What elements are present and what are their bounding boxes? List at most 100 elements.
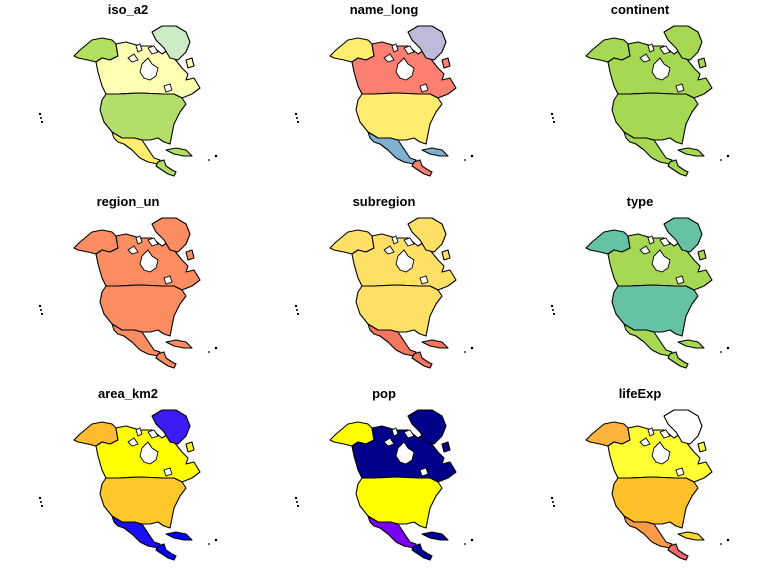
- region-usa: [99, 476, 187, 529]
- region-greenland: [407, 409, 447, 445]
- lake-hole5: [419, 467, 429, 477]
- region-greenland: [407, 217, 447, 253]
- region-cuba: [677, 147, 705, 157]
- region-greenland: [151, 409, 191, 445]
- island-speck: [726, 346, 730, 350]
- region-alaska: [585, 37, 631, 63]
- panel-title: pop: [372, 386, 396, 401]
- lake-hole5: [163, 467, 173, 477]
- lake-hole4: [647, 427, 655, 437]
- island-speck: [550, 112, 554, 116]
- region-greenland: [663, 409, 703, 445]
- map-svg: [38, 25, 218, 177]
- lake-hole5: [675, 467, 685, 477]
- lake-hole4: [135, 235, 143, 245]
- lake-hole5: [163, 275, 173, 285]
- island-speck: [40, 504, 44, 508]
- island-speck: [208, 159, 210, 161]
- island-speck: [38, 304, 42, 308]
- region-usa: [355, 476, 443, 529]
- region-cuba: [421, 531, 449, 541]
- map-panel-area-km2: area_km2: [0, 384, 256, 576]
- region-island: [185, 441, 195, 453]
- map-panel-iso-a2: iso_a2: [0, 0, 256, 192]
- island-speck: [40, 117, 42, 119]
- island-speck: [720, 159, 722, 161]
- lake-hole4: [647, 43, 655, 53]
- region-central: [667, 543, 689, 561]
- island-speck: [552, 504, 556, 508]
- region-island: [697, 249, 707, 261]
- region-cuba: [677, 339, 705, 349]
- island-speck: [552, 309, 554, 311]
- region-usa: [611, 284, 699, 337]
- island-speck: [552, 501, 554, 503]
- island-speck: [208, 351, 210, 353]
- map-svg: [38, 409, 218, 561]
- island-speck: [214, 346, 218, 350]
- lake-hole2: [127, 53, 139, 63]
- island-speck: [470, 346, 474, 350]
- island-speck: [464, 159, 466, 161]
- island-speck: [40, 312, 44, 316]
- region-greenland: [663, 217, 703, 253]
- lake-hole4: [135, 43, 143, 53]
- region-usa: [611, 476, 699, 529]
- lake-hole3: [659, 237, 671, 247]
- region-greenland: [663, 25, 703, 61]
- lake-hole5: [675, 275, 685, 285]
- lake-hole3: [659, 429, 671, 439]
- island-speck: [40, 501, 42, 503]
- lake-hole1: [139, 57, 159, 81]
- island-speck: [552, 120, 556, 124]
- map-panel-lifeexp: lifeExp: [512, 384, 768, 576]
- map-svg: [38, 217, 218, 369]
- region-usa: [99, 284, 187, 337]
- region-cuba: [165, 531, 193, 541]
- island-speck: [296, 501, 298, 503]
- map-svg: [550, 25, 730, 177]
- island-speck: [214, 538, 218, 542]
- region-central: [155, 351, 177, 369]
- island-speck: [720, 351, 722, 353]
- region-island: [697, 441, 707, 453]
- island-speck: [208, 543, 210, 545]
- region-central: [667, 351, 689, 369]
- region-cuba: [165, 147, 193, 157]
- region-central: [667, 159, 689, 177]
- island-speck: [470, 154, 474, 158]
- island-speck: [296, 120, 300, 124]
- region-alaska: [73, 229, 119, 255]
- region-central: [155, 543, 177, 561]
- island-speck: [726, 538, 730, 542]
- region-usa: [611, 92, 699, 145]
- lake-hole1: [651, 57, 671, 81]
- island-speck: [550, 304, 554, 308]
- lake-hole4: [391, 427, 399, 437]
- region-island: [441, 441, 451, 453]
- lake-hole1: [395, 249, 415, 273]
- panel-title: continent: [610, 2, 670, 17]
- island-speck: [296, 309, 298, 311]
- region-cuba: [677, 531, 705, 541]
- lake-hole3: [147, 429, 159, 439]
- lake-hole5: [675, 83, 685, 93]
- lake-hole3: [147, 45, 159, 55]
- lake-hole1: [651, 441, 671, 465]
- island-speck: [40, 309, 42, 311]
- region-cuba: [421, 339, 449, 349]
- panel-title: iso_a2: [107, 2, 149, 17]
- island-speck: [296, 312, 300, 316]
- lake-hole1: [651, 249, 671, 273]
- lake-hole1: [395, 57, 415, 81]
- island-speck: [38, 496, 42, 500]
- island-speck: [40, 120, 44, 124]
- island-speck: [720, 543, 722, 545]
- lake-hole3: [147, 237, 159, 247]
- map-svg: [294, 409, 474, 561]
- region-usa: [99, 92, 187, 145]
- map-svg: [294, 25, 474, 177]
- lake-hole1: [395, 441, 415, 465]
- lake-hole4: [391, 43, 399, 53]
- region-greenland: [151, 25, 191, 61]
